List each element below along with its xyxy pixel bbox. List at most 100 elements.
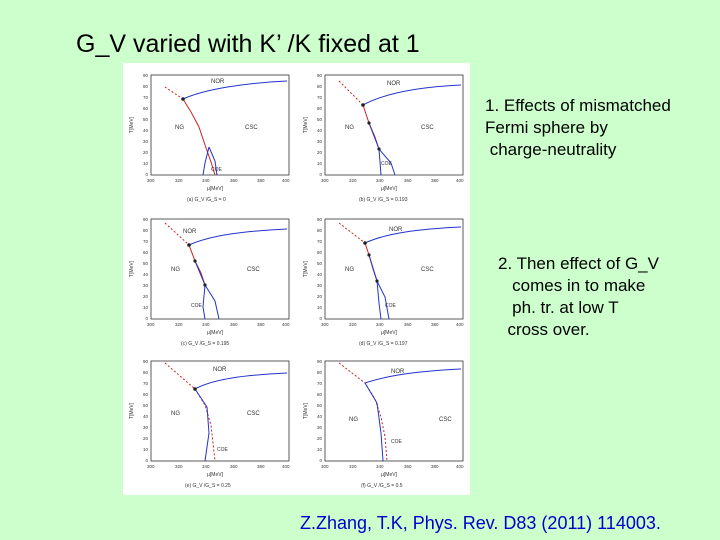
note-mismatched-fermi: 1. Effects of mismatched Fermi sphere by… <box>485 95 671 161</box>
csc-transition-line <box>194 372 288 390</box>
y-tick-label: 10 <box>317 161 323 166</box>
x-tick-label: 300 <box>321 178 329 183</box>
region-label-csc: CSC <box>245 125 258 131</box>
y-tick-labels: 0 10 20 30 40 50 60 70 80 90 <box>143 359 149 463</box>
region-label-ng: NG <box>345 125 354 131</box>
y-tick-label: 50 <box>317 403 323 408</box>
x-tick-label: 400 <box>456 178 464 183</box>
coe-boundary-line <box>204 284 220 320</box>
region-label-nor: NOR <box>213 367 227 373</box>
note-line: charge-neutrality <box>485 140 617 159</box>
y-tick-label: 80 <box>143 228 149 233</box>
x-tick-label: 320 <box>175 464 183 469</box>
y-tick-labels: 0 10 20 30 40 50 60 70 80 90 <box>317 73 323 177</box>
y-tick-label: 50 <box>143 261 149 266</box>
y-tick-label: 0 <box>319 316 322 321</box>
region-label-ng: NG <box>171 267 180 273</box>
y-tick-label: 30 <box>317 425 323 430</box>
y-tick-label: 70 <box>317 239 323 244</box>
critical-point <box>361 103 365 107</box>
x-tick-label: 380 <box>257 322 265 327</box>
note-line: 1. Effects of mismatched <box>485 96 671 115</box>
chiral-crossover-line <box>164 86 184 100</box>
y-tick-label: 40 <box>143 414 149 419</box>
y-tick-label: 60 <box>317 250 323 255</box>
x-tick-label: 320 <box>349 322 357 327</box>
x-tick-label: 300 <box>147 322 155 327</box>
y-tick-label: 20 <box>317 436 323 441</box>
y-tick-label: 40 <box>317 414 323 419</box>
critical-point <box>377 147 381 151</box>
y-axis-label: T[MeV] <box>303 116 309 133</box>
y-tick-label: 40 <box>317 272 323 277</box>
x-tick-label: 360 <box>404 464 412 469</box>
phase-diagram-figure: NOR NG CSC COE 300 320 340 360 380 400 0… <box>123 63 470 495</box>
region-label-nor: NOR <box>211 79 225 85</box>
citation: Z.Zhang, T.K, Phys. Rev. D83 (2011) 1140… <box>300 513 661 533</box>
critical-point <box>193 387 197 391</box>
region-label-csc: CSC <box>247 411 260 417</box>
x-tick-label: 400 <box>456 464 464 469</box>
region-label-ng: NG <box>171 411 180 417</box>
csc-transition-line <box>188 228 288 246</box>
x-tick-label: 380 <box>257 178 265 183</box>
note-line: cross over. <box>498 320 590 339</box>
coe-boundary-line <box>376 280 390 320</box>
y-tick-label: 50 <box>143 117 149 122</box>
y-tick-label: 0 <box>145 458 148 463</box>
y-tick-labels: 0 10 20 30 40 50 60 70 80 90 <box>143 73 149 177</box>
region-label-nor: NOR <box>387 81 401 87</box>
region-label-csc: CSC <box>421 267 434 273</box>
y-tick-label: 50 <box>317 261 323 266</box>
chiral-crossover-line <box>338 222 366 244</box>
y-tick-label: 80 <box>317 228 323 233</box>
y-tick-label: 0 <box>319 172 322 177</box>
y-tick-label: 0 <box>319 458 322 463</box>
note-line: ph. tr. at low T <box>498 298 619 317</box>
x-tick-label: 320 <box>349 464 357 469</box>
y-tick-label: 40 <box>317 128 323 133</box>
x-tick-label: 380 <box>431 322 439 327</box>
y-tick-label: 70 <box>143 239 149 244</box>
y-tick-label: 10 <box>143 305 149 310</box>
coe-boundary-line <box>208 146 218 176</box>
y-tick-label: 60 <box>317 106 323 111</box>
x-tick-label: 340 <box>376 464 384 469</box>
x-tick-label: 400 <box>456 322 464 327</box>
x-tick-label: 340 <box>376 178 384 183</box>
y-tick-label: 20 <box>143 294 149 299</box>
y-tick-label: 60 <box>317 392 323 397</box>
x-axis-label: μ[MeV] <box>207 330 224 336</box>
y-tick-label: 90 <box>317 359 323 364</box>
y-axis-label: T[MeV] <box>303 402 309 419</box>
y-tick-label: 70 <box>143 95 149 100</box>
y-tick-label: 0 <box>145 172 148 177</box>
y-tick-label: 90 <box>143 73 149 78</box>
panel-caption: (d) G_V /G_S = 0.197 <box>359 341 408 347</box>
phase-diagram-panel-a: NOR NG CSC COE 300 320 340 360 380 400 0… <box>125 67 295 207</box>
x-tick-label: 360 <box>230 322 238 327</box>
y-tick-label: 80 <box>317 84 323 89</box>
x-axis-label: μ[MeV] <box>207 186 224 192</box>
y-tick-label: 90 <box>317 217 323 222</box>
x-tick-label: 360 <box>404 178 412 183</box>
y-tick-label: 20 <box>143 436 149 441</box>
y-tick-label: 70 <box>143 381 149 386</box>
region-label-ng: NG <box>175 125 184 131</box>
x-axis-label: μ[MeV] <box>207 472 224 478</box>
x-tick-label: 400 <box>282 178 290 183</box>
chiral-crossover-line <box>164 222 190 246</box>
phase-diagram-svg: NOR NG CSC COE 300 320 340 360 380 400 0… <box>303 359 464 489</box>
y-tick-label: 30 <box>143 139 149 144</box>
x-axis-label: μ[MeV] <box>381 330 398 336</box>
y-tick-label: 30 <box>317 139 323 144</box>
csc-transition-line <box>364 226 462 244</box>
panel-caption: (a) G_V /G_S = 0 <box>187 197 226 203</box>
y-tick-label: 60 <box>143 250 149 255</box>
plot-frame <box>150 360 290 462</box>
chiral-crossover-line <box>338 80 364 106</box>
panel-caption: (b) G_V /G_S = 0.193 <box>359 197 408 203</box>
y-tick-label: 0 <box>145 316 148 321</box>
panel-caption: (c) G_V /G_S = 0.195 <box>181 341 229 347</box>
region-label-nor: NOR <box>389 227 403 233</box>
